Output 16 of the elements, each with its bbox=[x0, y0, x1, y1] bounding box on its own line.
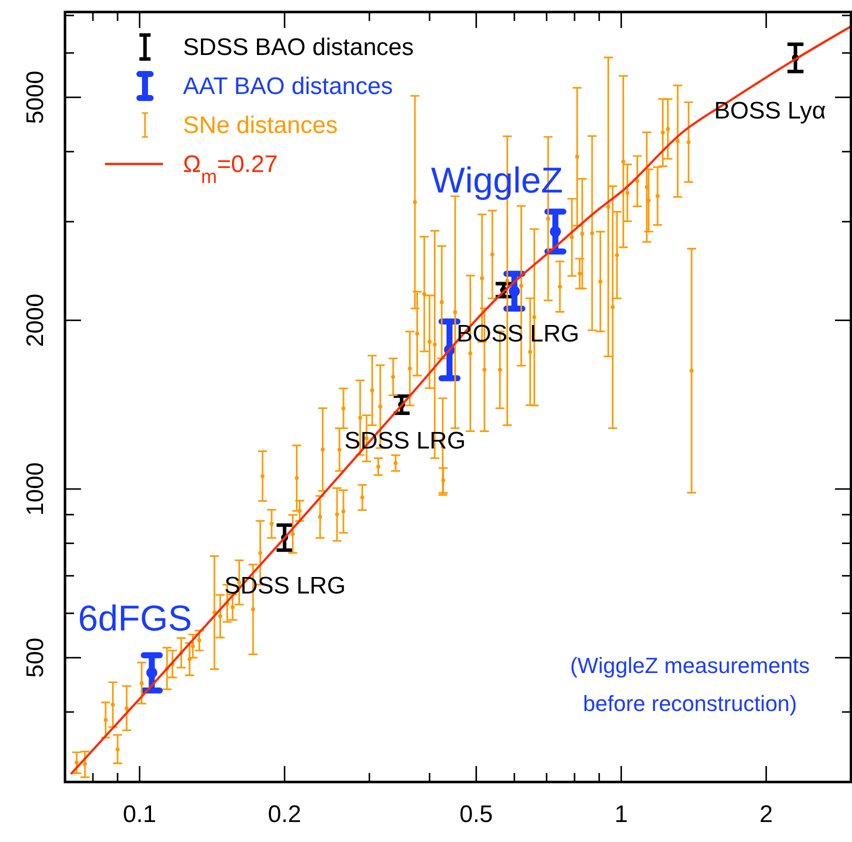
x-tick-label: 0.1 bbox=[122, 801, 156, 828]
legend-label: SDSS BAO distances bbox=[183, 34, 414, 61]
x-tick-label: 0.2 bbox=[268, 801, 302, 828]
legend-label: SNe distances bbox=[183, 112, 338, 139]
y-tick-label: 5000 bbox=[22, 70, 49, 124]
annotation: 6dFGS bbox=[78, 598, 192, 639]
x-tick-label: 0.5 bbox=[460, 801, 493, 828]
annotation: BOSS Lyα bbox=[714, 97, 826, 124]
y-tick-label: 2000 bbox=[22, 294, 49, 348]
legend-label: Ω$_{m}$=0.27 bbox=[183, 151, 278, 188]
y-tick-label: 500 bbox=[22, 638, 49, 678]
x-tick-label: 2 bbox=[760, 801, 773, 828]
annotation: (WiggleZ measurements before reconstruction) bbox=[570, 653, 810, 716]
y-tick-label: 1000 bbox=[22, 462, 49, 516]
x-tick-label: 1 bbox=[614, 801, 628, 828]
legend-label: AAT BAO distances bbox=[183, 73, 393, 100]
